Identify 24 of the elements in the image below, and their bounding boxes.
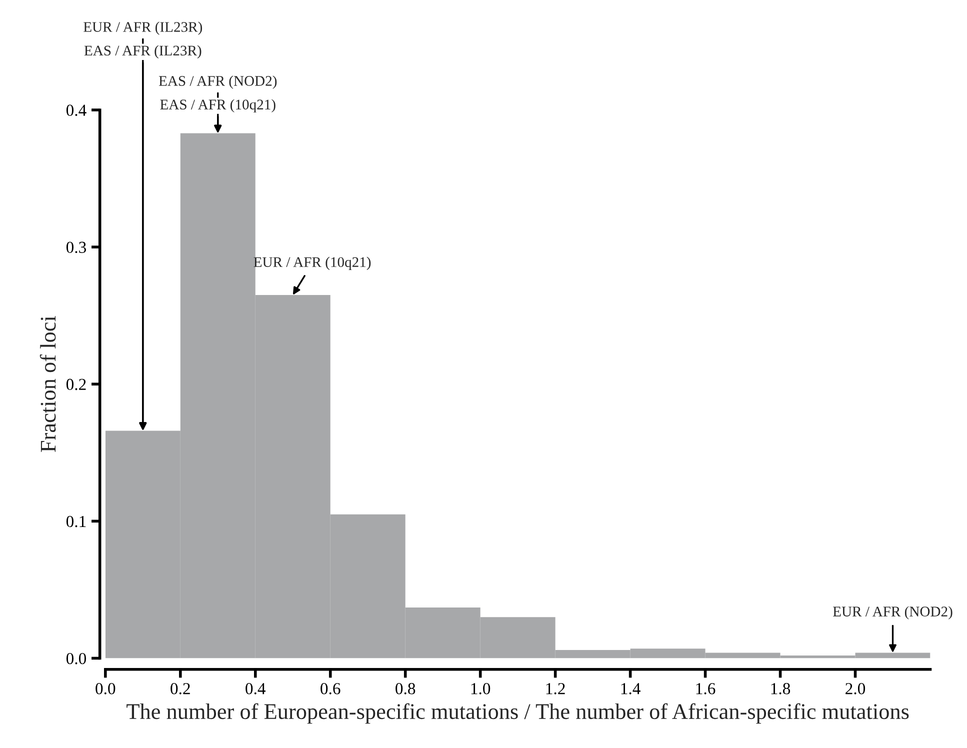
x-tick-label: 0.8 <box>396 683 416 694</box>
x-tick-label: 0.6 <box>320 683 340 694</box>
annotation: EAS / AFR (NOD2) <box>158 76 277 89</box>
y-axis-title: Fraction of loci <box>40 316 56 452</box>
annotation: EUR / AFR (IL23R) <box>84 22 202 35</box>
annotation: EUR / AFR (NOD2) <box>833 606 952 620</box>
x-tick-label: 2.0 <box>846 683 866 694</box>
y-tick-label: 0.4 <box>66 104 86 116</box>
y-tick-label: 0.1 <box>66 516 86 528</box>
x-tick-label: 1.6 <box>696 683 716 694</box>
annotation: EUR / AFR (10q21) <box>254 256 371 270</box>
x-tick-label: 1.8 <box>771 683 790 694</box>
x-tick-label: 1.2 <box>546 683 565 694</box>
y-tick-label: 0.2 <box>66 378 86 390</box>
x-tick-label: 1.0 <box>471 683 490 694</box>
x-axis-title: The number of European-specific mutations / The number of African-specific mutations <box>126 703 909 724</box>
x-tick-label: 1.4 <box>621 683 640 694</box>
x-tick-label: 0.4 <box>246 683 266 694</box>
annotation: EAS / AFR (10q21) <box>160 99 276 112</box>
x-tick-label: 0.0 <box>96 683 116 694</box>
annotation: EAS / AFR (IL23R) <box>84 45 202 58</box>
y-tick-label: 0.3 <box>66 242 86 254</box>
x-tick-label: 0.2 <box>170 683 190 694</box>
y-tick-label: 0.0 <box>66 652 86 664</box>
